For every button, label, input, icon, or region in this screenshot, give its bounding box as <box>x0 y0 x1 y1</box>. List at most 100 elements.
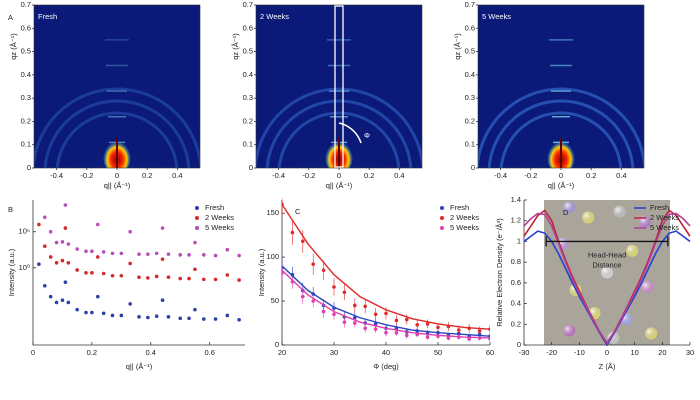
data-point <box>213 277 218 282</box>
y-axis-label: qz (Å⁻¹) <box>231 33 240 60</box>
data-point <box>342 290 347 295</box>
data-point <box>178 316 183 321</box>
x-tick-label: -0.4 <box>272 171 285 180</box>
x-tick-label: 0.6 <box>204 348 214 357</box>
data-point <box>187 253 191 257</box>
y-tick-label: 0.3 <box>465 93 475 102</box>
data-point <box>48 294 53 299</box>
image-label: 2 Weeks <box>260 12 289 21</box>
data-point <box>60 258 65 263</box>
data-point <box>84 271 88 275</box>
data-point <box>101 271 106 276</box>
data-point <box>110 251 115 256</box>
data-point <box>119 313 124 318</box>
scatter-glow <box>34 58 200 168</box>
data-point <box>95 255 100 259</box>
x-axis-label: Z (Å) <box>599 362 616 371</box>
data-point <box>146 276 150 280</box>
data-point <box>178 253 183 257</box>
y-tick-label: 0.1 <box>21 140 31 149</box>
x-tick-label: -0.4 <box>494 171 507 180</box>
y-tick-label: 0.7 <box>243 0 253 9</box>
x-tick-label: 20 <box>658 348 666 357</box>
data-point <box>321 309 326 314</box>
fit-curve <box>282 204 490 330</box>
data-point <box>373 322 378 326</box>
y-tick-label: 0.4 <box>243 70 253 79</box>
data-point <box>60 240 65 244</box>
powder-ring <box>265 99 413 168</box>
data-point <box>37 190 41 194</box>
y-tick-label: 0 <box>275 340 279 349</box>
data-point <box>342 320 347 324</box>
data-point <box>166 252 171 256</box>
phi-arc <box>338 122 362 144</box>
data-point <box>75 247 79 251</box>
data-point <box>137 252 141 256</box>
x-axis-label: q|| (Å⁻¹) <box>326 181 353 190</box>
data-point <box>160 257 165 261</box>
data-point <box>110 273 115 278</box>
data-point <box>405 333 409 338</box>
data-point <box>60 298 65 303</box>
data-point <box>66 242 71 246</box>
x-tick-label: 0.4 <box>146 348 156 357</box>
bead-shine <box>641 281 654 293</box>
x-tick-label: 40 <box>382 348 390 357</box>
data-point <box>48 229 53 234</box>
y-axis-label: qz (Å⁻¹) <box>9 33 18 60</box>
data-point <box>90 271 94 275</box>
x-tick-label: 0.2 <box>364 171 374 180</box>
data-point <box>321 268 326 273</box>
data-point <box>178 276 183 281</box>
data-point <box>42 244 47 248</box>
y-tick-label: 0.6 <box>21 23 31 32</box>
x-axis-label: q|| (Å⁻¹) <box>104 181 131 190</box>
powder-ring <box>43 99 191 168</box>
profile-box <box>334 5 344 168</box>
panel-label: A <box>8 13 13 22</box>
y-tick-label: 0 <box>517 340 521 349</box>
data-point <box>384 311 388 316</box>
data-point <box>137 275 141 279</box>
x-axis-label: q|| (Å⁻¹) <box>126 362 153 371</box>
legend-label: Fresh <box>650 203 669 212</box>
y-tick-label: 1.2 <box>511 216 521 225</box>
data-point <box>425 322 430 326</box>
data-point <box>193 267 197 272</box>
data-point <box>353 315 357 320</box>
y-tick-label: 150 <box>266 208 279 217</box>
data-point <box>436 325 440 330</box>
y-tick-label: 0.5 <box>243 47 253 56</box>
powder-ring <box>499 111 623 168</box>
legend-label: 2 Weeks <box>205 213 234 222</box>
data-point <box>84 249 88 254</box>
y-tick-label: 0.6 <box>511 278 521 287</box>
data-point <box>394 318 399 323</box>
bead-shine <box>613 205 626 218</box>
data-point <box>110 313 115 318</box>
legend-marker <box>440 216 444 220</box>
x-tick-label: 50 <box>434 348 442 357</box>
y-tick-label: 0.1 <box>465 140 475 149</box>
data-point <box>457 328 461 332</box>
data-point <box>146 252 150 256</box>
y-tick-label: 10⁰ <box>19 263 30 272</box>
y-axis-label: qz (Å⁻¹) <box>453 33 462 60</box>
data-point <box>166 275 171 279</box>
y-tick-label: 0.6 <box>243 23 253 32</box>
y-tick-label: 10⁵ <box>19 227 30 236</box>
y-axis-label: Relative Electron Density (e⁻/Å³) <box>495 218 504 327</box>
data-point <box>37 222 41 227</box>
data-point <box>301 239 305 244</box>
data-point <box>75 268 79 272</box>
x-axis-label: Φ (deg) <box>373 362 399 371</box>
x-tick-label: 0.2 <box>87 348 97 357</box>
x-tick-label: 30 <box>330 348 338 357</box>
x-axis-label: q|| (Å⁻¹) <box>548 181 575 190</box>
data-point <box>225 313 230 318</box>
panel-label: C <box>295 207 301 216</box>
x-tick-label: 0 <box>605 348 609 357</box>
data-point <box>332 285 336 289</box>
data-point <box>193 240 197 245</box>
